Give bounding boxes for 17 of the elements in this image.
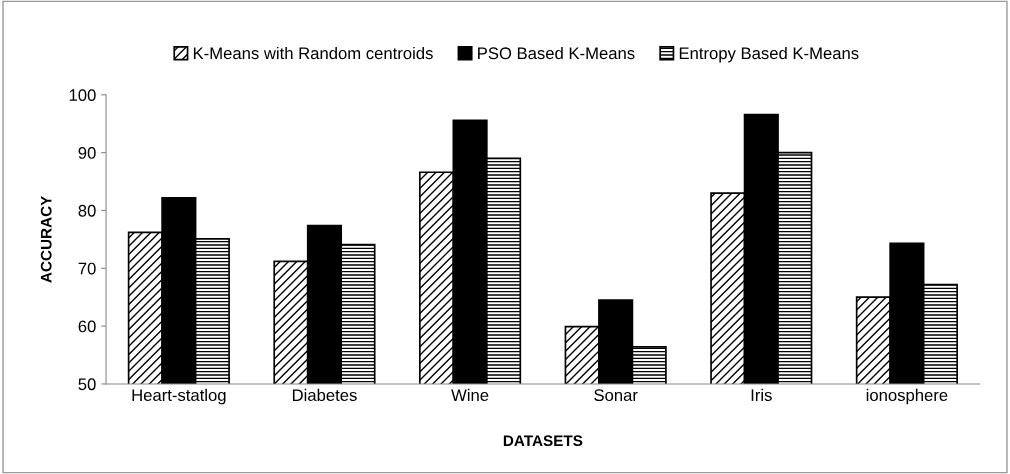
y-tick-label: 70 [78, 262, 96, 275]
y-axis-title: ACCURACY [40, 195, 52, 283]
x-tick-label: Heart-statlog [132, 388, 226, 405]
y-tick-label: 90 [78, 147, 96, 159]
x-tick-label: ionosphere [866, 388, 948, 405]
x-tick-label: Wine [451, 388, 489, 402]
y-tick-label: 50 [78, 378, 96, 391]
y-tick-label: 100 [69, 89, 96, 101]
y-tick-label: 60 [78, 320, 96, 333]
x-tick-label: Diabetes [292, 388, 357, 402]
legend-label: K-Means with Random centroids [193, 46, 433, 60]
x-tick-label: Sonar [594, 389, 638, 402]
legend-label: Entropy Based K-Means [679, 46, 859, 63]
legend-label: PSO Based K-Means [478, 46, 635, 60]
y-tick-label: 80 [78, 204, 96, 217]
x-axis-title: DATASETS [503, 435, 583, 447]
x-tick-label: Iris [751, 388, 772, 402]
